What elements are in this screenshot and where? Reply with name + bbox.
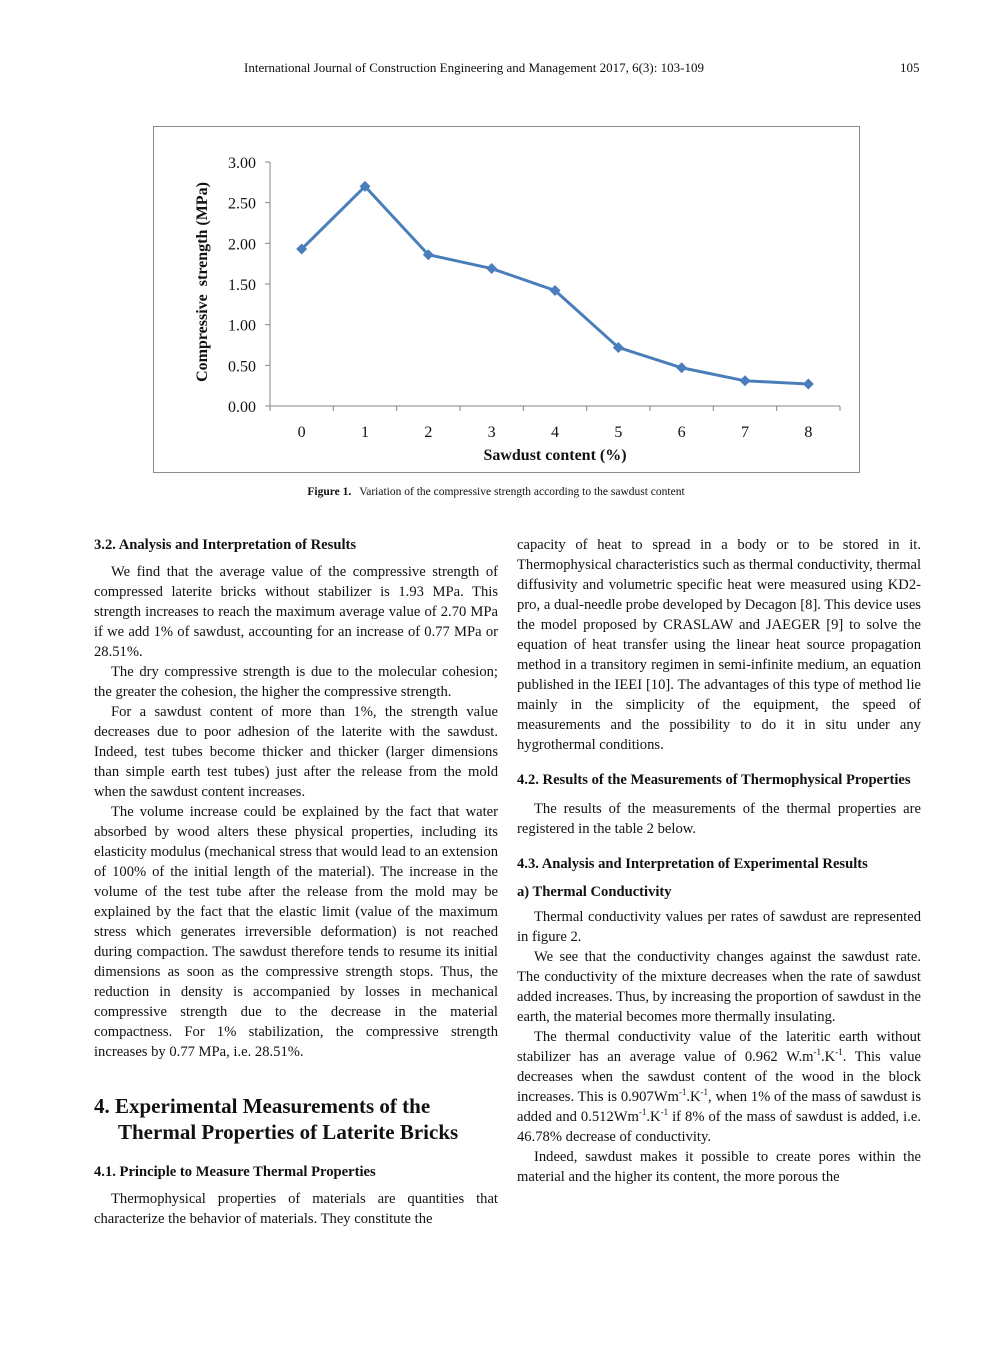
x-axis-label: Sawdust content (%) <box>483 447 626 464</box>
x-tick-label: 1 <box>361 424 369 441</box>
paragraph: Indeed, sawdust makes it possible to cre… <box>517 1149 921 1185</box>
heading-4: 4. Experimental Measurements of the Ther… <box>94 1094 459 1144</box>
figure-caption: Figure 1. Variation of the compressive st… <box>0 486 992 498</box>
y-axis-label: Compressive strength (MPa) <box>194 182 211 382</box>
paragraph: The volume increase could be explained b… <box>94 804 498 1060</box>
x-tick-label: 6 <box>678 424 686 441</box>
y-tick-label: 2.00 <box>228 236 256 253</box>
compressive-strength-chart: 0.00 0.50 1.00 1.50 2.00 2.50 3.00 0 1 2 3 4 5 6 7 8 C… <box>194 155 841 464</box>
heading-4-2: 4.2. Results of the Measurements of Ther… <box>517 772 911 788</box>
paragraph: Thermal conductivity values per rates of… <box>517 909 921 945</box>
figure-caption-text: Variation of the compressive strength ac… <box>359 486 685 498</box>
paragraph: capacity of heat to spread in a body or … <box>517 537 921 753</box>
heading-4-3: 4.3. Analysis and Interpretation of Expe… <box>517 856 868 872</box>
left-column: 3.2. Analysis and Interpretation of Resu… <box>94 535 498 1229</box>
x-tick-label: 4 <box>551 424 559 441</box>
x-tick-label: 3 <box>488 424 496 441</box>
data-point-marker <box>739 375 751 387</box>
x-tick-label: 8 <box>804 424 812 441</box>
heading-3-2: 3.2. Analysis and Interpretation of Resu… <box>94 537 357 553</box>
paragraph-conductivity-values: The thermal conductivity value of the la… <box>517 1029 922 1145</box>
y-tick-label: 1.00 <box>228 318 256 335</box>
journal-citation: International Journal of Construction En… <box>244 60 704 75</box>
data-point-marker <box>359 180 371 192</box>
y-tick-label: 1.50 <box>228 277 256 294</box>
x-tick-label: 5 <box>614 424 622 441</box>
x-tick-label: 7 <box>741 424 749 441</box>
data-point-marker <box>549 285 561 297</box>
page-number: 105 <box>900 60 920 75</box>
figure-1-frame: 0.00 0.50 1.00 1.50 2.00 2.50 3.00 0 1 2 3 4 5 6 7 8 C… <box>153 126 860 473</box>
heading-thermal-conductivity: a) Thermal Conductivity <box>517 884 672 900</box>
y-tick-label: 2.50 <box>228 196 256 213</box>
y-tick-label: 0.50 <box>228 358 256 375</box>
data-point-marker <box>676 362 688 374</box>
paragraph: For a sawdust content of more than 1%, t… <box>94 704 498 800</box>
data-point-marker <box>612 341 624 353</box>
data-point-marker <box>296 243 308 255</box>
heading-4-1: 4.1. Principle to Measure Thermal Proper… <box>94 1164 376 1180</box>
paragraph: The dry compressive strength is due to t… <box>94 664 498 700</box>
y-tick-label: 0.00 <box>228 399 256 416</box>
paragraph: Thermophysical properties of materials a… <box>94 1191 498 1227</box>
right-column: capacity of heat to spread in a body or … <box>517 535 921 1187</box>
figure-label: Figure 1. <box>307 486 352 498</box>
paragraph: The results of the measurements of the t… <box>517 801 921 837</box>
y-tick-label: 3.00 <box>228 155 256 172</box>
data-point-marker <box>802 378 814 390</box>
data-point-marker <box>422 249 434 261</box>
x-tick-label: 2 <box>424 424 432 441</box>
data-point-marker <box>486 263 498 275</box>
paragraph: We see that the conductivity changes aga… <box>517 949 921 1025</box>
x-tick-label: 0 <box>298 424 306 441</box>
paragraph: We find that the average value of the co… <box>94 564 498 660</box>
